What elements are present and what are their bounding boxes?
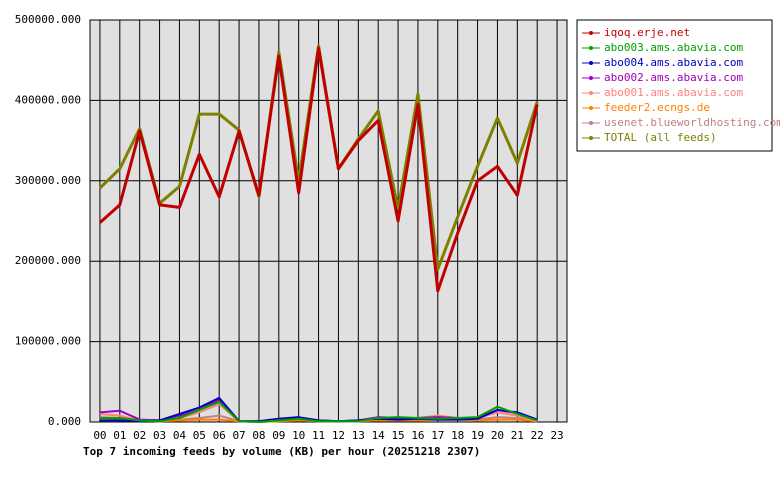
legend-label: abo002.ams.abavia.com bbox=[604, 71, 743, 84]
series-line bbox=[98, 46, 539, 293]
legend-marker bbox=[589, 106, 593, 110]
x-tick-label: 16 bbox=[411, 429, 424, 442]
x-tick-label: 21 bbox=[511, 429, 524, 442]
x-tick-label: 18 bbox=[451, 429, 464, 442]
plot-area bbox=[90, 20, 567, 422]
x-tick-label: 06 bbox=[213, 429, 226, 442]
legend-label: TOTAL (all feeds) bbox=[604, 131, 717, 144]
legend-marker bbox=[589, 31, 593, 35]
x-tick-label: 01 bbox=[113, 429, 126, 442]
x-tick-label: 10 bbox=[292, 429, 305, 442]
x-tick-label: 08 bbox=[252, 429, 265, 442]
y-tick-label: 0.000 bbox=[48, 415, 81, 428]
legend-label: abo001.ams.abavia.com bbox=[604, 86, 743, 99]
x-tick-label: 22 bbox=[531, 429, 544, 442]
x-tick-label: 12 bbox=[332, 429, 345, 442]
legend-marker bbox=[589, 91, 593, 95]
series-line bbox=[99, 400, 538, 423]
x-tick-label: 02 bbox=[133, 429, 146, 442]
y-tick-label: 300000.000 bbox=[15, 174, 81, 187]
legend-label: feeder2.ecngs.de bbox=[604, 101, 710, 114]
legend-marker bbox=[589, 121, 593, 125]
x-tick-label: 00 bbox=[93, 429, 106, 442]
x-tick-label: 20 bbox=[491, 429, 504, 442]
legend-label: abo004.ams.abavia.com bbox=[604, 56, 743, 69]
x-tick-label: 04 bbox=[173, 429, 187, 442]
legend-label: iqoq.erje.net bbox=[604, 26, 690, 39]
y-tick-label: 400000.000 bbox=[15, 93, 81, 106]
x-tick-label: 13 bbox=[352, 429, 365, 442]
x-tick-label: 15 bbox=[391, 429, 404, 442]
y-tick-label: 200000.000 bbox=[15, 254, 81, 267]
x-tick-label: 03 bbox=[153, 429, 166, 442]
x-tick-label: 19 bbox=[471, 429, 484, 442]
x-tick-label: 07 bbox=[232, 429, 245, 442]
x-tick-label: 09 bbox=[272, 429, 285, 442]
legend-marker bbox=[589, 46, 593, 50]
y-tick-label: 500000.000 bbox=[15, 13, 81, 26]
x-tick-label: 23 bbox=[550, 429, 563, 442]
y-tick-label: 100000.000 bbox=[15, 335, 81, 348]
x-tick-label: 17 bbox=[431, 429, 444, 442]
x-tick-label: 11 bbox=[312, 429, 325, 442]
x-tick-label: 05 bbox=[193, 429, 206, 442]
x-tick-label: 14 bbox=[372, 429, 386, 442]
legend-marker bbox=[589, 136, 593, 140]
series-line bbox=[98, 44, 539, 271]
legend-marker bbox=[589, 61, 593, 65]
legend-label: usenet.blueworldhosting.com bbox=[604, 116, 780, 129]
legend-label: abo003.ams.abavia.com bbox=[604, 41, 743, 54]
legend-marker bbox=[589, 76, 593, 80]
chart-title: Top 7 incoming feeds by volume (KB) per … bbox=[83, 445, 480, 458]
legend-box bbox=[576, 19, 773, 152]
